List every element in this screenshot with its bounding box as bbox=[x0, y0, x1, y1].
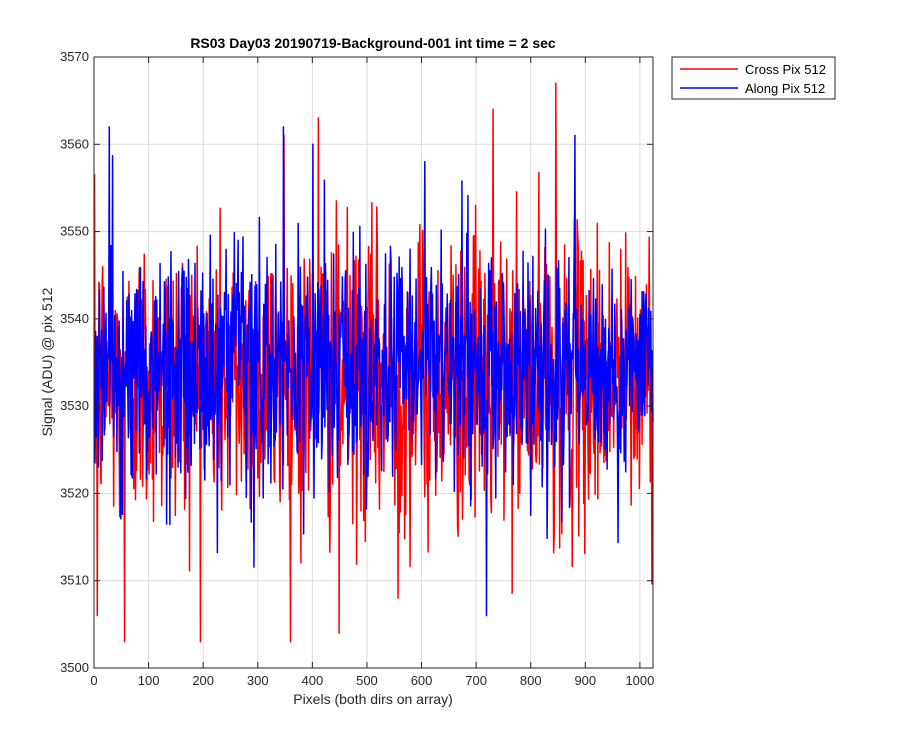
x-axis-label: Pixels (both dirs on array) bbox=[293, 691, 453, 707]
series-line-along-pix-512 bbox=[93, 126, 654, 617]
chart-title: RS03 Day03 20190719-Background-001 int t… bbox=[190, 35, 556, 51]
legend-box bbox=[671, 56, 836, 100]
axis-ticks: 0 100 200 300 400 500 600 700 800 900 1000 3500 3510… bbox=[60, 49, 654, 688]
x-tick-label: 100 bbox=[138, 673, 160, 688]
y-tick-label: 3570 bbox=[60, 49, 89, 64]
y-axis-label: Signal (ADU) @ pix 512 bbox=[39, 287, 55, 436]
legend-label-cross: Cross Pix 512 bbox=[745, 62, 826, 77]
x-tick-label: 800 bbox=[520, 673, 542, 688]
y-tick-label: 3520 bbox=[60, 485, 89, 500]
x-tick-label: 900 bbox=[574, 673, 596, 688]
x-tick-label: 700 bbox=[465, 673, 487, 688]
legend: Cross Pix 512 Along Pix 512 bbox=[671, 56, 836, 100]
y-tick-label: 3550 bbox=[60, 224, 89, 239]
series-layer bbox=[93, 82, 654, 643]
x-tick-label: 1000 bbox=[625, 673, 654, 688]
y-tick-label: 3510 bbox=[60, 573, 89, 588]
x-tick-label: 400 bbox=[302, 673, 324, 688]
x-tick-label: 0 bbox=[90, 673, 97, 688]
y-tick-label: 3530 bbox=[60, 398, 89, 413]
y-tick-label: 3540 bbox=[60, 311, 89, 326]
y-tick-label: 3500 bbox=[60, 660, 89, 675]
x-tick-label: 600 bbox=[411, 673, 433, 688]
y-tick-label: 3560 bbox=[60, 136, 89, 151]
x-tick-label: 500 bbox=[356, 673, 378, 688]
legend-label-along: Along Pix 512 bbox=[745, 81, 825, 96]
x-tick-label: 300 bbox=[247, 673, 269, 688]
x-tick-label: 200 bbox=[192, 673, 214, 688]
plot-frame bbox=[93, 56, 654, 669]
